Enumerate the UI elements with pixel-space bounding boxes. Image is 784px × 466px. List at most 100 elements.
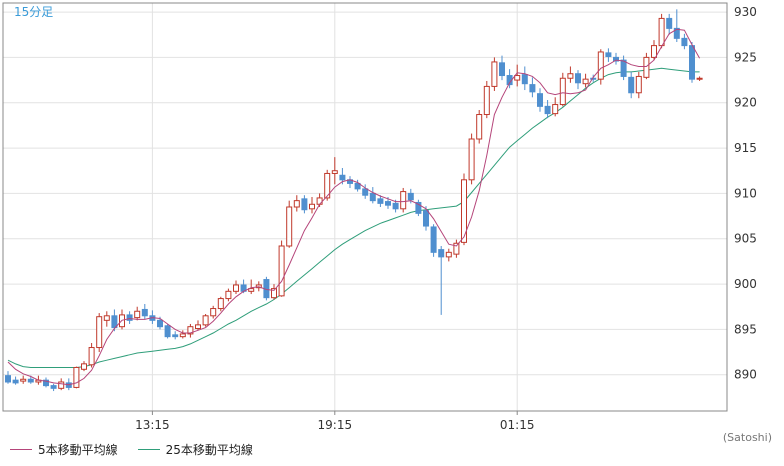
candle-body xyxy=(453,242,460,255)
ma25-line xyxy=(7,67,700,368)
candle-body xyxy=(613,56,619,62)
candle-body xyxy=(415,201,422,214)
candle-body xyxy=(377,198,384,204)
ma5-line xyxy=(7,28,701,386)
candle-body xyxy=(491,61,498,87)
candle-body xyxy=(438,249,445,258)
y-tick-label: 905 xyxy=(734,232,757,246)
candle-body xyxy=(468,138,475,181)
candle-body xyxy=(537,93,543,107)
candle-body xyxy=(111,315,118,329)
candle-body xyxy=(73,366,80,388)
candle-body xyxy=(658,17,665,47)
legend-label-ma25: 25本移動平均線 xyxy=(165,443,253,457)
plot-border xyxy=(2,2,728,412)
candle-body xyxy=(293,200,300,208)
candle-body xyxy=(544,105,551,115)
candle-body xyxy=(514,75,521,81)
candle-body xyxy=(27,378,34,383)
candle-body xyxy=(286,206,293,247)
candle-body xyxy=(50,385,57,389)
candle-body xyxy=(628,76,635,94)
candle-body xyxy=(590,77,597,80)
candle-body xyxy=(392,202,399,210)
candle-body xyxy=(179,333,186,338)
candle-body xyxy=(605,52,612,57)
plot-area xyxy=(3,3,727,411)
x-tick-label: 19:15 xyxy=(318,418,353,432)
candle-body xyxy=(271,288,277,299)
candle-body xyxy=(233,284,239,292)
candle-body xyxy=(445,251,452,258)
candle-body xyxy=(187,326,194,335)
y-tick-label: 925 xyxy=(734,50,757,64)
candle-body xyxy=(58,381,65,389)
candle-body xyxy=(476,114,483,140)
legend-item-ma5: 5本移動平均線 xyxy=(10,441,118,458)
candle-body xyxy=(635,75,642,94)
candle-body xyxy=(354,182,361,190)
candle-body xyxy=(134,310,141,319)
candle-body xyxy=(559,77,566,106)
candle-body xyxy=(12,379,19,384)
candle-body xyxy=(217,298,224,310)
candle-body xyxy=(552,104,559,115)
y-tick-label: 915 xyxy=(734,141,757,155)
y-tick-label: 910 xyxy=(734,186,757,200)
candle-body xyxy=(141,308,148,317)
candle-body xyxy=(673,27,680,39)
candle-body xyxy=(81,363,87,370)
candle-body xyxy=(157,319,163,328)
candle-body xyxy=(339,174,346,181)
candle-body xyxy=(681,37,688,47)
candle-body xyxy=(5,375,11,383)
candle-body xyxy=(210,308,217,317)
credit-label: (Satoshi) xyxy=(722,431,772,444)
y-tick-label: 900 xyxy=(734,277,757,291)
x-tick-label: 13:15 xyxy=(135,418,170,432)
candle-body xyxy=(301,198,308,211)
candle-body xyxy=(385,201,391,206)
candle-body xyxy=(88,347,95,366)
candle-body xyxy=(309,203,315,210)
candle-body xyxy=(96,316,103,349)
legend-swatch-ma5 xyxy=(10,449,32,450)
candle-body xyxy=(529,84,536,93)
candle-body xyxy=(172,334,179,338)
candle-body xyxy=(597,51,604,80)
candle-body xyxy=(195,324,201,329)
candle-body xyxy=(430,226,437,253)
legend: 5本移動平均線 25本移動平均線 xyxy=(10,441,273,458)
candle-body xyxy=(666,17,673,29)
candle-body xyxy=(582,78,589,85)
candle-body xyxy=(225,290,232,300)
legend-label-ma5: 5本移動平均線 xyxy=(38,443,118,457)
timeframe-label: 15分足 xyxy=(14,5,54,19)
candle-body xyxy=(689,45,695,80)
candle-body xyxy=(202,315,209,326)
candle-body xyxy=(696,77,703,80)
y-tick-label: 920 xyxy=(734,96,757,110)
candle-body xyxy=(278,245,285,297)
candle-body xyxy=(651,45,657,58)
candle-body xyxy=(400,191,407,210)
candle-body xyxy=(248,288,255,292)
candle-body xyxy=(126,314,133,321)
candle-body xyxy=(324,172,331,199)
candle-body xyxy=(20,378,27,382)
candle-body xyxy=(521,74,528,85)
candle-body xyxy=(483,85,490,116)
candle-body xyxy=(423,210,429,227)
candle-body xyxy=(499,62,505,77)
candle-body xyxy=(461,179,467,243)
candle-body xyxy=(164,325,171,338)
legend-item-ma25: 25本移動平均線 xyxy=(137,441,253,458)
candle-body xyxy=(316,197,323,205)
y-tick-label: 930 xyxy=(734,5,757,19)
candle-body xyxy=(369,192,376,202)
legend-swatch-ma25 xyxy=(137,449,160,450)
candle-body xyxy=(362,188,369,196)
candle-body xyxy=(643,56,650,78)
